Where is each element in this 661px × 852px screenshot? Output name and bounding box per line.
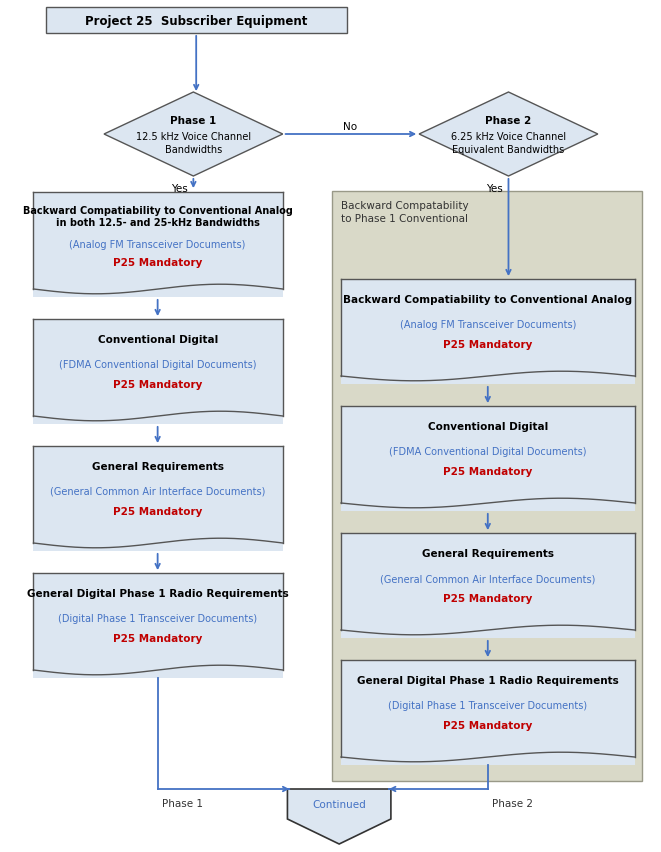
Text: Phase 2: Phase 2	[492, 798, 533, 808]
Text: to Phase 1 Conventional: to Phase 1 Conventional	[341, 214, 468, 224]
Text: P25 Mandatory: P25 Mandatory	[113, 633, 202, 643]
Text: No: No	[344, 122, 358, 132]
Text: P25 Mandatory: P25 Mandatory	[113, 257, 202, 268]
Text: P25 Mandatory: P25 Mandatory	[443, 720, 533, 730]
Text: 12.5 kHz Voice Channel: 12.5 kHz Voice Channel	[136, 132, 251, 141]
Bar	[34, 193, 283, 290]
Text: General Digital Phase 1 Radio Requirements: General Digital Phase 1 Radio Requiremen…	[357, 675, 619, 685]
Bar	[34, 320, 283, 417]
Bar	[341, 660, 635, 757]
Bar	[34, 446, 283, 544]
Text: (Digital Phase 1 Transceiver Documents): (Digital Phase 1 Transceiver Documents)	[388, 700, 588, 711]
Text: (Analog FM Transceiver Documents): (Analog FM Transceiver Documents)	[69, 239, 246, 250]
Text: P25 Mandatory: P25 Mandatory	[113, 379, 202, 389]
Text: (FDMA Conventional Digital Documents): (FDMA Conventional Digital Documents)	[389, 446, 586, 457]
Text: (Analog FM Transceiver Documents): (Analog FM Transceiver Documents)	[400, 320, 576, 330]
Text: Backward Compatiability to Conventional Analog: Backward Compatiability to Conventional …	[22, 206, 293, 216]
Text: Backward Compatiability to Conventional Analog: Backward Compatiability to Conventional …	[343, 295, 633, 305]
Bar	[34, 282, 283, 297]
Text: Conventional Digital: Conventional Digital	[98, 335, 217, 344]
Text: Backward Compatability: Backward Compatability	[341, 201, 469, 210]
Text: General Requirements: General Requirements	[92, 462, 223, 471]
Text: General Digital Phase 1 Radio Requirements: General Digital Phase 1 Radio Requiremen…	[26, 589, 288, 598]
Polygon shape	[419, 93, 598, 177]
Text: P25 Mandatory: P25 Mandatory	[443, 593, 533, 603]
Text: General Requirements: General Requirements	[422, 549, 554, 558]
Bar	[341, 279, 635, 377]
Bar	[341, 369, 635, 384]
Text: (General Common Air Interface Documents): (General Common Air Interface Documents)	[50, 486, 265, 497]
Text: Phase 2: Phase 2	[485, 116, 531, 126]
Text: P25 Mandatory: P25 Mandatory	[113, 506, 202, 516]
Text: Phase 1: Phase 1	[163, 798, 204, 808]
Text: Bandwidths: Bandwidths	[165, 145, 222, 155]
Bar	[341, 406, 635, 504]
Text: in both 12.5- and 25-kHz Bandwidths: in both 12.5- and 25-kHz Bandwidths	[56, 218, 260, 227]
Text: P25 Mandatory: P25 Mandatory	[443, 340, 533, 349]
Polygon shape	[104, 93, 283, 177]
Text: Continued: Continued	[312, 799, 366, 809]
Text: Yes: Yes	[171, 184, 188, 193]
Bar	[341, 495, 635, 511]
Text: P25 Mandatory: P25 Mandatory	[443, 466, 533, 476]
Bar	[46, 8, 346, 34]
Text: 6.25 kHz Voice Channel: 6.25 kHz Voice Channel	[451, 132, 566, 141]
Text: Yes: Yes	[486, 184, 503, 193]
Bar	[34, 573, 283, 671]
Text: Phase 1: Phase 1	[171, 116, 217, 126]
Bar	[332, 192, 642, 781]
Text: (FDMA Conventional Digital Documents): (FDMA Conventional Digital Documents)	[59, 360, 256, 370]
Bar	[34, 535, 283, 551]
Bar	[34, 408, 283, 424]
Bar	[341, 533, 635, 630]
Bar	[341, 622, 635, 638]
Bar	[341, 749, 635, 765]
Text: Conventional Digital: Conventional Digital	[428, 422, 548, 431]
Text: Equivalent Bandwidths: Equivalent Bandwidths	[452, 145, 564, 155]
Bar	[34, 662, 283, 678]
Text: (Digital Phase 1 Transceiver Documents): (Digital Phase 1 Transceiver Documents)	[58, 613, 257, 624]
Text: Project 25  Subscriber Equipment: Project 25 Subscriber Equipment	[85, 14, 307, 27]
Polygon shape	[288, 789, 391, 844]
Text: (General Common Air Interface Documents): (General Common Air Interface Documents)	[380, 573, 596, 584]
